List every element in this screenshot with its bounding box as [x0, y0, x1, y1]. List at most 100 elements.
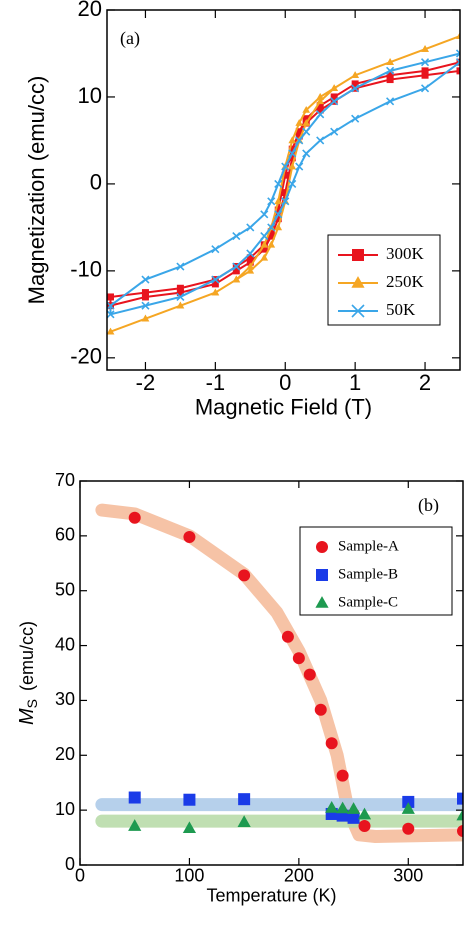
plot-area — [107, 32, 460, 335]
data-point — [358, 820, 371, 833]
data-point — [267, 240, 276, 248]
x-tick-label: 100 — [174, 865, 204, 885]
data-point — [281, 197, 290, 206]
legend-label: 300K — [386, 244, 425, 263]
data-point — [211, 288, 220, 296]
data-point — [314, 703, 327, 716]
data-point — [295, 136, 304, 145]
data-point — [237, 815, 251, 828]
data-point — [267, 223, 276, 232]
data-point — [232, 267, 240, 275]
data-point — [128, 511, 141, 524]
y-tick-label: -20 — [70, 344, 102, 369]
legend-label: 50K — [386, 300, 416, 319]
data-point — [316, 106, 324, 114]
data-point — [246, 266, 255, 274]
data-point — [316, 97, 325, 105]
data-point — [260, 240, 269, 248]
plot-frame — [79, 480, 464, 866]
data-point — [420, 84, 430, 93]
data-point — [386, 76, 394, 84]
data-point — [211, 245, 220, 254]
data-point — [302, 119, 311, 126]
y-tick-label: 10 — [55, 799, 75, 819]
data-point — [211, 275, 220, 284]
data-point — [141, 301, 150, 310]
data-point — [128, 791, 141, 804]
legend-label: Sample-B — [338, 566, 398, 582]
data-point — [107, 301, 115, 310]
y-tick-label: 0 — [90, 170, 102, 195]
legend-marker — [351, 304, 365, 318]
data-point — [386, 97, 395, 106]
data-point — [141, 314, 150, 322]
data-point — [107, 310, 115, 319]
legend-marker — [315, 596, 329, 608]
legend-label: Sample-C — [338, 594, 398, 610]
y-tick-label: 10 — [78, 83, 102, 108]
data-point — [302, 149, 311, 158]
panel: 0 100 200 300 0 10 20 30 40 50 60 70 (b) Temperature … — [16, 470, 464, 905]
data-point — [295, 128, 303, 136]
data-point — [246, 249, 255, 258]
legend-label: Sample-A — [338, 538, 399, 554]
y-axis-title: Magnetization (emu/cc) — [24, 76, 49, 305]
data-point — [351, 114, 360, 123]
y-tick-label: -10 — [70, 257, 102, 282]
data-point — [176, 284, 184, 292]
y-tick-label: 70 — [55, 470, 75, 490]
data-point — [128, 819, 142, 831]
data-point — [386, 71, 394, 79]
data-point — [211, 280, 219, 288]
data-point — [316, 110, 325, 119]
data-point — [303, 668, 316, 681]
data-point — [456, 67, 460, 75]
data-point — [246, 254, 254, 262]
data-point — [274, 206, 282, 214]
data-point — [351, 71, 359, 79]
legend-marker — [316, 541, 328, 553]
data-point — [183, 793, 196, 806]
data-point — [107, 293, 114, 301]
data-point — [325, 801, 339, 813]
data-point — [274, 197, 283, 205]
legend-marker — [352, 249, 364, 261]
data-point — [330, 84, 339, 92]
data-point — [141, 293, 149, 301]
data-point — [456, 32, 460, 39]
y-tick-label: 60 — [55, 525, 75, 545]
data-point — [302, 115, 310, 123]
data-point — [402, 795, 415, 808]
data-point — [330, 127, 339, 136]
data-point — [232, 232, 241, 241]
data-point — [302, 127, 311, 136]
data-point — [457, 824, 463, 837]
data-point — [176, 262, 185, 271]
plot-area — [95, 503, 463, 843]
data-point — [330, 97, 339, 106]
data-point — [232, 262, 241, 271]
data-point — [421, 71, 429, 79]
data-point — [246, 223, 255, 232]
data-point — [457, 792, 463, 805]
y-tick-label: 20 — [78, 0, 102, 21]
y-axis-symbol: M — [16, 708, 38, 725]
data-point — [267, 228, 275, 236]
data-point — [183, 530, 196, 543]
data-point — [386, 66, 395, 75]
x-tick-label: 1 — [349, 370, 361, 395]
data-point — [456, 58, 460, 66]
data-point — [455, 58, 460, 67]
y-axis-title: MS (emu/cc) — [16, 621, 39, 725]
data-point — [295, 119, 304, 126]
legend-marker — [351, 276, 365, 288]
data-point — [330, 93, 338, 101]
data-point — [316, 136, 325, 145]
data-point — [246, 258, 254, 266]
data-point — [260, 253, 269, 261]
data-point — [421, 67, 429, 75]
data-point — [421, 45, 429, 52]
x-axis-title: Temperature (K) — [206, 885, 336, 905]
y-tick-label: 30 — [55, 689, 75, 709]
y-tick-label: 0 — [65, 854, 75, 874]
